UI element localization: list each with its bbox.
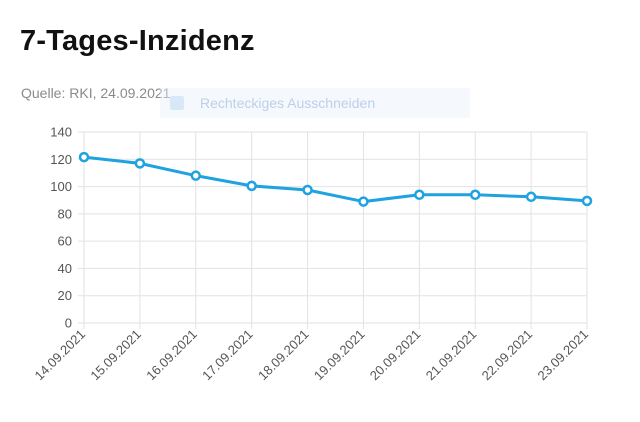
snipping-tool-overlay: Rechteckiges Ausschneiden bbox=[160, 88, 470, 118]
data-point bbox=[581, 195, 593, 207]
y-tick-label: 0 bbox=[65, 316, 72, 331]
x-tick-label: 22.09.2021 bbox=[479, 327, 536, 384]
data-point bbox=[469, 189, 481, 201]
x-tick-label: 15.09.2021 bbox=[87, 327, 144, 384]
y-tick-label: 40 bbox=[58, 261, 72, 276]
y-tick-label: 100 bbox=[50, 179, 72, 194]
x-tick-label: 14.09.2021 bbox=[31, 327, 88, 384]
data-point bbox=[358, 196, 369, 207]
x-tick-label: 17.09.2021 bbox=[199, 327, 256, 384]
chart-title: 7-Tages-Inzidenz bbox=[20, 25, 255, 57]
x-tick-label: 18.09.2021 bbox=[255, 327, 312, 384]
x-tick-label: 16.09.2021 bbox=[143, 327, 200, 384]
snipping-mode-label: Rechteckiges Ausschneiden bbox=[200, 95, 376, 111]
data-point bbox=[246, 180, 257, 192]
source-note: Quelle: RKI, 24.09.2021 bbox=[21, 85, 171, 101]
x-tick-label: 20.09.2021 bbox=[367, 327, 424, 384]
rectangle-snip-icon bbox=[170, 96, 184, 110]
x-tick-label: 19.09.2021 bbox=[311, 327, 368, 384]
y-tick-label: 120 bbox=[50, 152, 72, 167]
series-line bbox=[82, 155, 589, 204]
data-point bbox=[78, 151, 90, 163]
y-tick-label: 60 bbox=[58, 234, 72, 249]
y-tick-label: 20 bbox=[58, 288, 72, 303]
data-point bbox=[525, 191, 537, 203]
y-tick-label: 80 bbox=[58, 206, 72, 221]
data-point bbox=[134, 158, 146, 169]
y-tick-label: 140 bbox=[50, 125, 72, 140]
data-point bbox=[302, 184, 313, 196]
data-point bbox=[414, 189, 425, 201]
data-point bbox=[190, 170, 202, 181]
x-tick-label: 23.09.2021 bbox=[534, 327, 591, 384]
x-tick-label: 21.09.2021 bbox=[423, 327, 480, 384]
